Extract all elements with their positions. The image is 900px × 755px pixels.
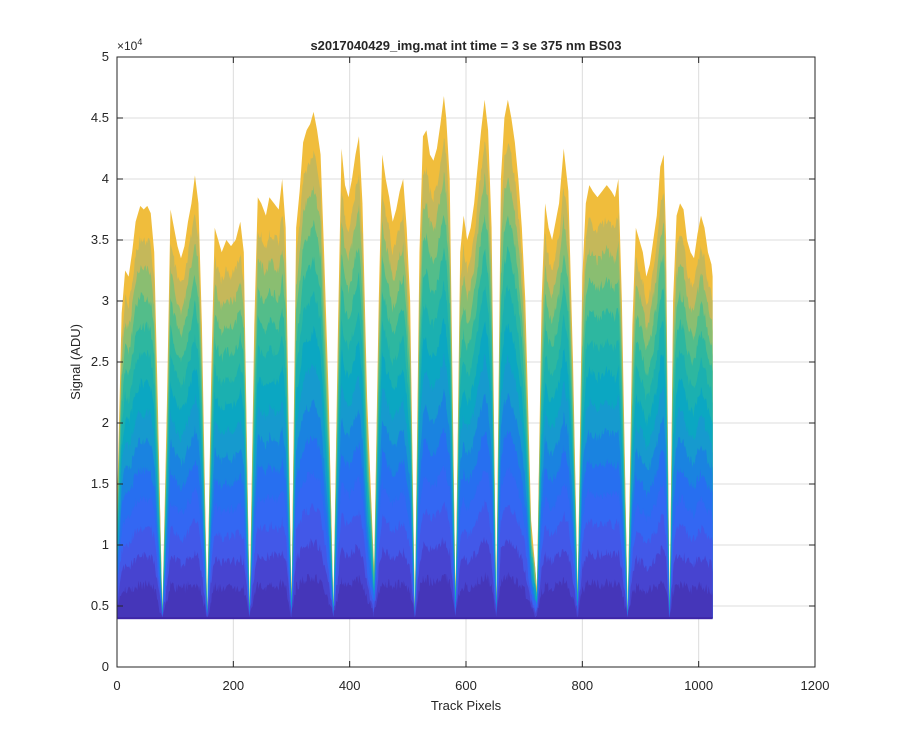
y-exponent-power: 4 [137, 37, 142, 47]
y-tick-label: 4.5 [91, 110, 109, 125]
x-tick-label: 1000 [684, 678, 713, 693]
y-tick-label: 3.5 [91, 232, 109, 247]
y-tick-label: 5 [102, 49, 109, 64]
area-band-1 [117, 571, 713, 619]
y-tick-label: 2.5 [91, 354, 109, 369]
y-tick-label: 0 [102, 659, 109, 674]
baseline-band [117, 617, 713, 620]
y-tick-label: 3 [102, 293, 109, 308]
y-tick-label: 1.5 [91, 476, 109, 491]
x-tick-label: 0 [113, 678, 120, 693]
x-tick-label: 400 [339, 678, 361, 693]
x-tick-label: 800 [571, 678, 593, 693]
x-tick-label: 600 [455, 678, 477, 693]
x-axis-ticks: 0 200 400 600 800 1000 1200 [113, 57, 829, 693]
y-tick-label: 4 [102, 171, 109, 186]
y-axis-label: Signal (ADU) [68, 324, 83, 400]
y-axis-ticks: 0 0.5 1 1.5 2 2.5 3 3.5 4 4.5 5 [91, 49, 815, 674]
y-tick-label: 1 [102, 537, 109, 552]
x-axis-label: Track Pixels [431, 698, 502, 713]
y-exponent-label: ×104 [117, 37, 142, 53]
y-tick-label: 2 [102, 415, 109, 430]
y-tick-label: 0.5 [91, 598, 109, 613]
y-exponent-base: ×10 [117, 39, 138, 53]
chart-title: s2017040429_img.mat int time = 3 se 375 … [310, 38, 621, 53]
x-tick-label: 200 [222, 678, 244, 693]
area-layers [117, 96, 713, 620]
x-tick-label: 1200 [801, 678, 830, 693]
